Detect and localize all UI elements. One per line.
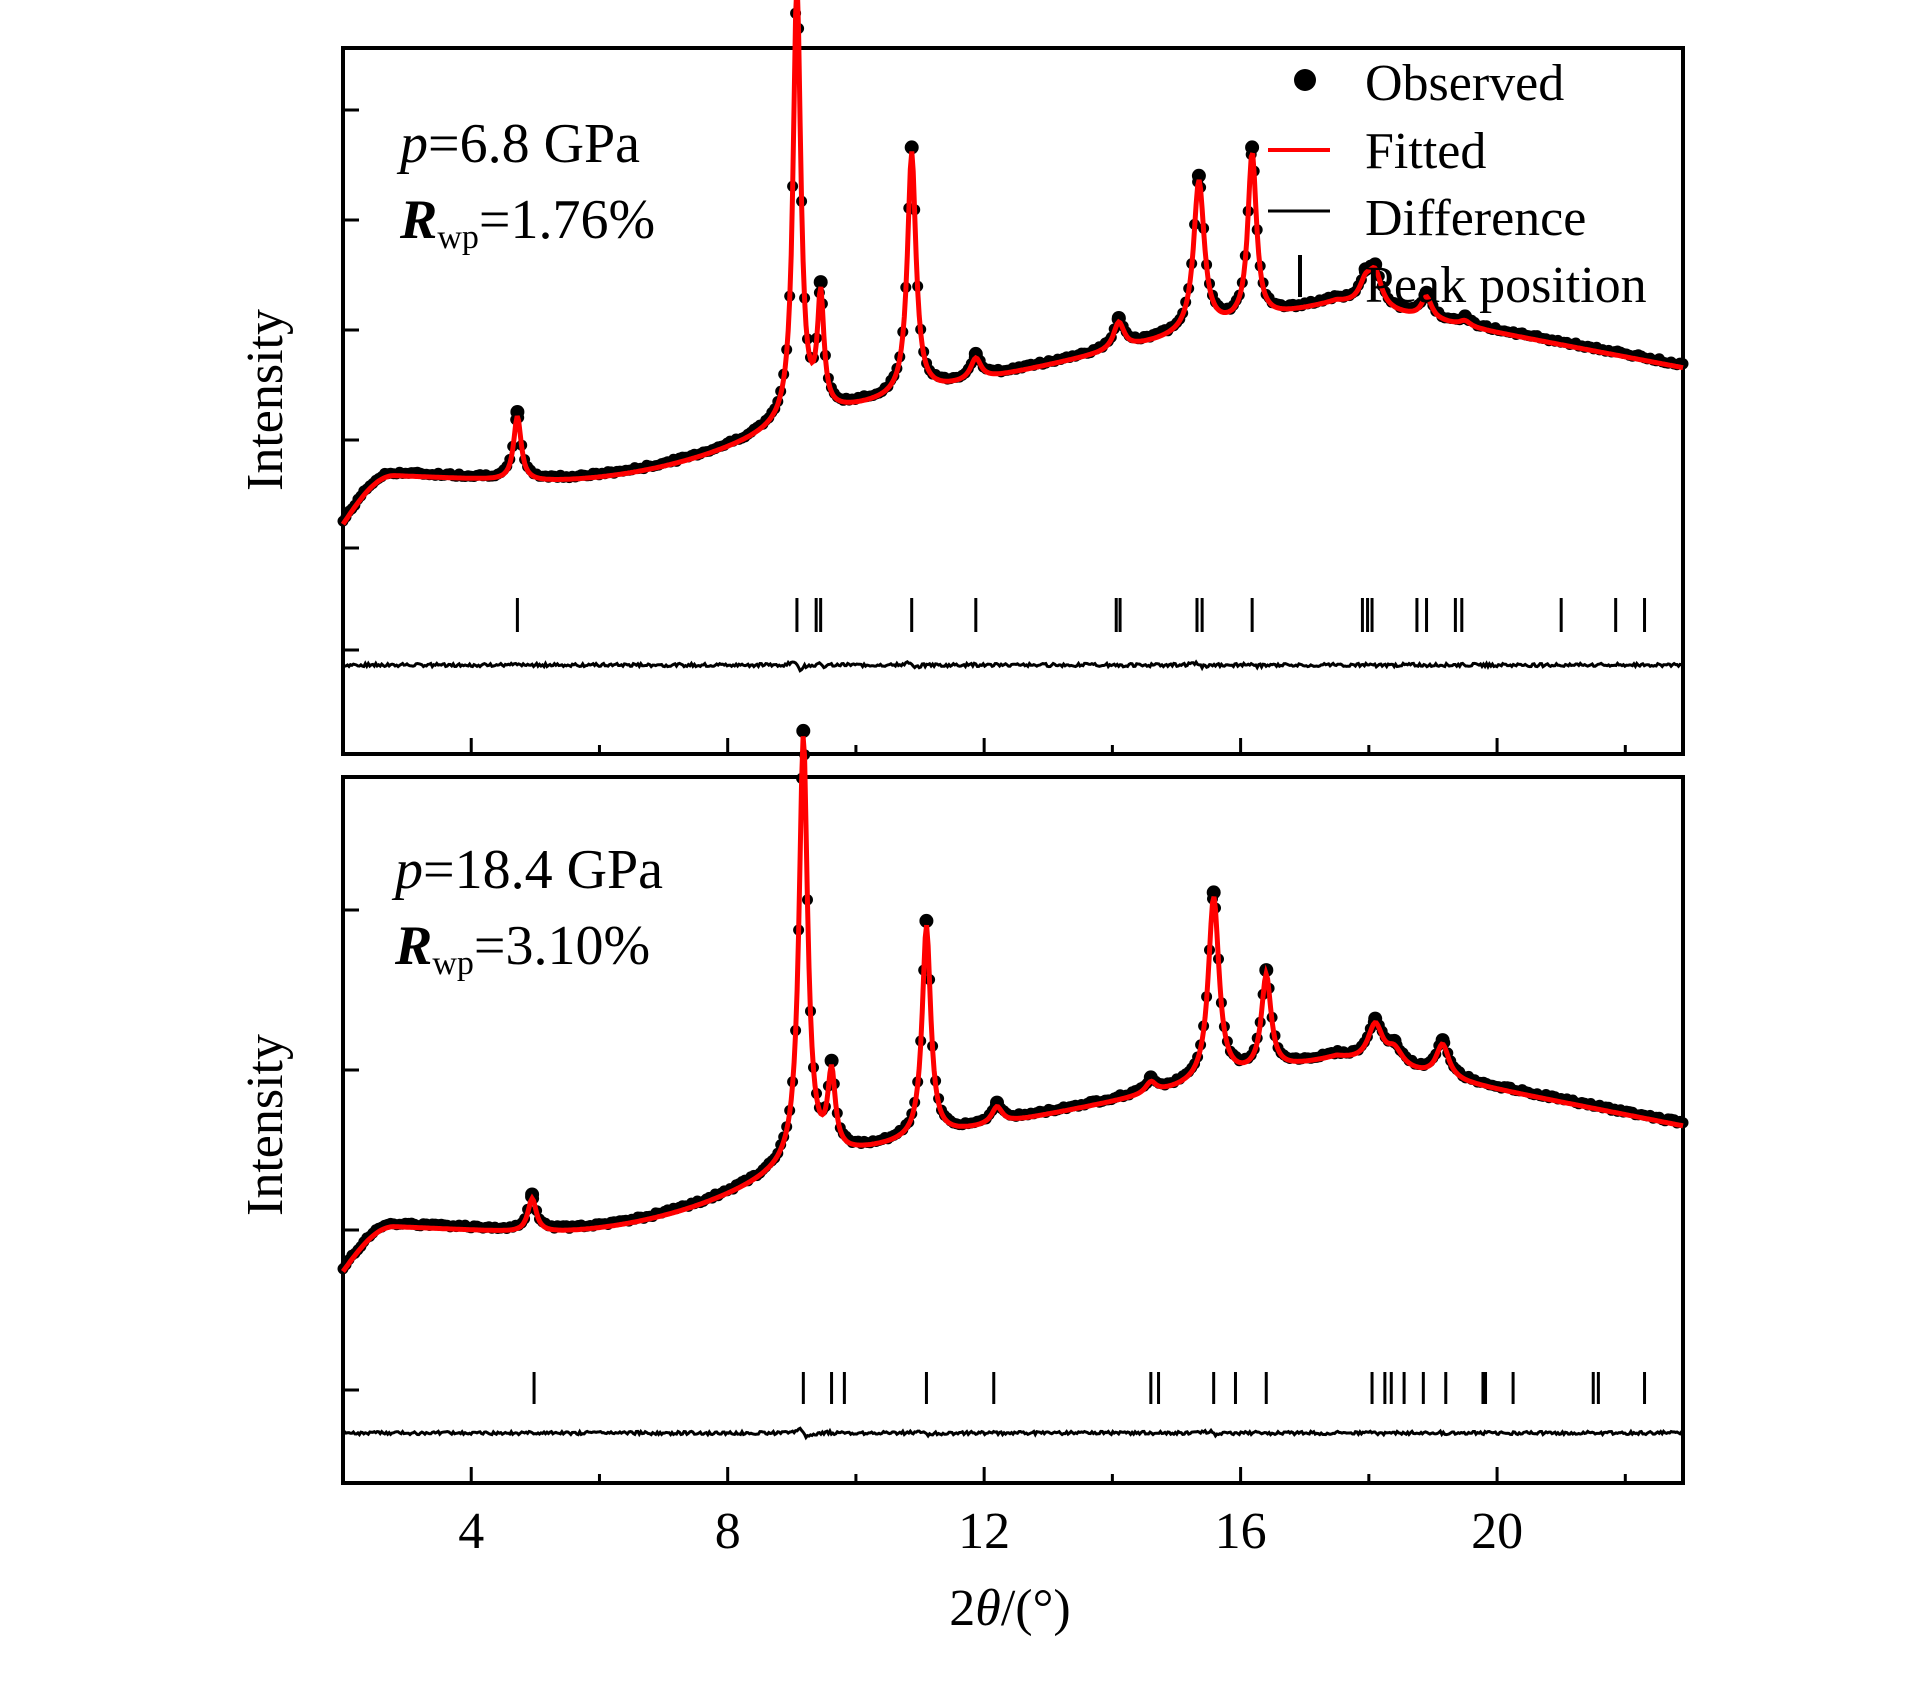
difference-line	[342, 659, 1684, 673]
x-tick-label: 12	[958, 1503, 1010, 1560]
observed-point	[824, 1053, 839, 1068]
peak-position-ticks	[515, 598, 1647, 632]
rwp-var: R	[399, 189, 437, 251]
x-tick-label: 4	[458, 1503, 484, 1560]
legend-observed-dot	[1294, 69, 1316, 91]
peak-position-ticks	[532, 1372, 1647, 1404]
observed-point	[1206, 885, 1221, 900]
x-tick-label: 8	[715, 1503, 741, 1560]
x-ticks	[469, 1467, 1627, 1483]
x-ticks	[469, 738, 1627, 754]
rwp-value: =3.10%	[474, 915, 650, 977]
observed-point	[919, 913, 934, 928]
observed-point	[813, 275, 828, 290]
observed-point	[1245, 140, 1260, 155]
observed-point	[1111, 311, 1126, 325]
legend-label-difference: Difference	[1365, 190, 1586, 247]
panel-top-frame	[341, 46, 1685, 756]
rwp-sub: wp	[432, 945, 474, 982]
y-axis-label-top: Intensity	[237, 309, 294, 491]
pressure-var: p	[396, 113, 428, 175]
legend-label-observed: Observed	[1365, 55, 1564, 112]
observed-point	[1435, 1033, 1450, 1048]
observed-point	[796, 723, 811, 738]
x-axis-label: 2θ/(°)	[949, 1580, 1070, 1637]
observed-series	[337, 723, 1689, 1275]
legend: Observed Fitted Difference Peak position	[1268, 55, 1647, 314]
observed-point	[1191, 168, 1206, 183]
x-axis-label-unit: /(°)	[1001, 1580, 1071, 1637]
pressure-var: p	[391, 839, 423, 901]
annotation-rwp: Rwp=3.10%	[394, 915, 650, 982]
observed-point	[904, 140, 919, 155]
x-tick-label: 20	[1471, 1503, 1523, 1560]
y-ticks	[343, 108, 359, 652]
legend-label-fitted: Fitted	[1365, 123, 1486, 180]
y-ticks	[343, 908, 359, 1392]
annotation-pressure: p=18.4 GPa	[391, 839, 663, 901]
panel-bottom: p=18.4 GPa Rwp=3.10% Intensity	[237, 723, 1689, 1485]
y-axis-label-bottom: Intensity	[237, 1034, 294, 1216]
rwp-value: =1.76%	[479, 189, 655, 251]
pressure-value: =18.4 GPa	[423, 839, 663, 901]
x-tick-label: 16	[1215, 1503, 1267, 1560]
x-tick-labels: 4 8 12 16 20	[458, 1503, 1523, 1560]
observed-point	[510, 405, 525, 419]
fitted-line	[340, 736, 1684, 1273]
annotation-pressure: p=6.8 GPa	[396, 113, 640, 175]
difference-line	[342, 1426, 1684, 1441]
x-axis-label-num: 2	[949, 1580, 975, 1637]
annotation-rwp: Rwp=1.76%	[399, 189, 655, 256]
legend-label-peak-position: Peak position	[1365, 257, 1647, 314]
rwp-sub: wp	[437, 219, 479, 256]
x-axis-label-var: θ	[975, 1580, 1001, 1637]
panel-bottom-frame	[341, 775, 1685, 1485]
rwp-var: R	[394, 915, 432, 977]
fitted-line	[340, 0, 1684, 526]
panel-top: p=6.8 GPa Rwp=1.76% Intensity Observed F…	[237, 0, 1689, 756]
pressure-value: =6.8 GPa	[428, 113, 640, 175]
